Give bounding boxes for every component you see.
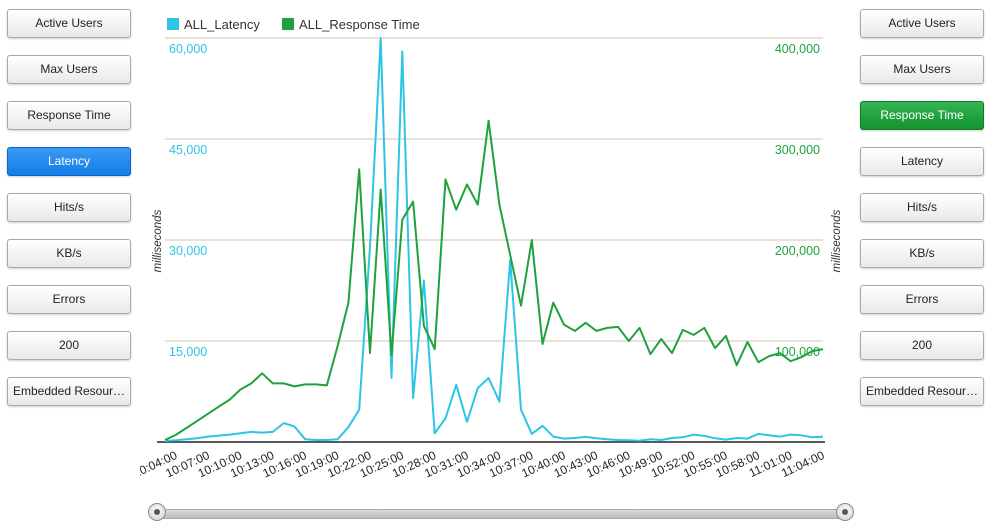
right-button-panel: Active Users Max Users Response Time Lat… <box>860 9 984 423</box>
left-tick-label-4: 60,000 <box>169 42 207 56</box>
right-active-users-button[interactable]: Active Users <box>860 9 984 38</box>
right-response-time-button[interactable]: Response Time <box>860 101 984 130</box>
right-axis-title: milliseconds <box>831 209 843 272</box>
right-errors-button[interactable]: Errors <box>860 285 984 314</box>
left-embedded-resources-button[interactable]: Embedded Resour… <box>7 377 131 406</box>
right-hits-button[interactable]: Hits/s <box>860 193 984 222</box>
time-range-slider[interactable] <box>148 503 854 523</box>
left-tick-label-3: 45,000 <box>169 143 207 157</box>
line-chart: 15,000 30,000 45,000 60,000 100,000 200,000 30… <box>140 17 843 480</box>
right-tick-label-2: 200,000 <box>775 244 820 258</box>
slider-left-handle[interactable] <box>148 503 166 521</box>
legend-swatch-1 <box>167 18 179 30</box>
right-latency-button[interactable]: Latency <box>860 147 984 176</box>
left-hits-button[interactable]: Hits/s <box>7 193 131 222</box>
slider-right-handle[interactable] <box>836 503 854 521</box>
left-axis-title: milliseconds <box>152 209 164 272</box>
left-200-button[interactable]: 200 <box>7 331 131 360</box>
left-active-users-button[interactable]: Active Users <box>7 9 131 38</box>
series-line-latency <box>164 37 824 442</box>
right-kbs-button[interactable]: KB/s <box>860 239 984 268</box>
left-latency-button[interactable]: Latency <box>7 147 131 176</box>
right-tick-label-3: 300,000 <box>775 143 820 157</box>
right-tick-label-1: 100,000 <box>775 345 820 359</box>
legend-label-2: ALL_Response Time <box>299 17 420 32</box>
right-embedded-resources-button[interactable]: Embedded Resour… <box>860 377 984 406</box>
left-button-panel: Active Users Max Users Response Time Lat… <box>7 9 131 423</box>
slider-track[interactable] <box>156 509 846 519</box>
legend-label-1: ALL_Latency <box>184 17 260 32</box>
left-kbs-button[interactable]: KB/s <box>7 239 131 268</box>
series-line-response-time <box>164 119 824 441</box>
right-200-button[interactable]: 200 <box>860 331 984 360</box>
left-response-time-button[interactable]: Response Time <box>7 101 131 130</box>
left-errors-button[interactable]: Errors <box>7 285 131 314</box>
left-tick-label-1: 15,000 <box>169 345 207 359</box>
left-tick-label-2: 30,000 <box>169 244 207 258</box>
right-max-users-button[interactable]: Max Users <box>860 55 984 84</box>
right-tick-label-4: 400,000 <box>775 42 820 56</box>
left-max-users-button[interactable]: Max Users <box>7 55 131 84</box>
legend-swatch-2 <box>282 18 294 30</box>
